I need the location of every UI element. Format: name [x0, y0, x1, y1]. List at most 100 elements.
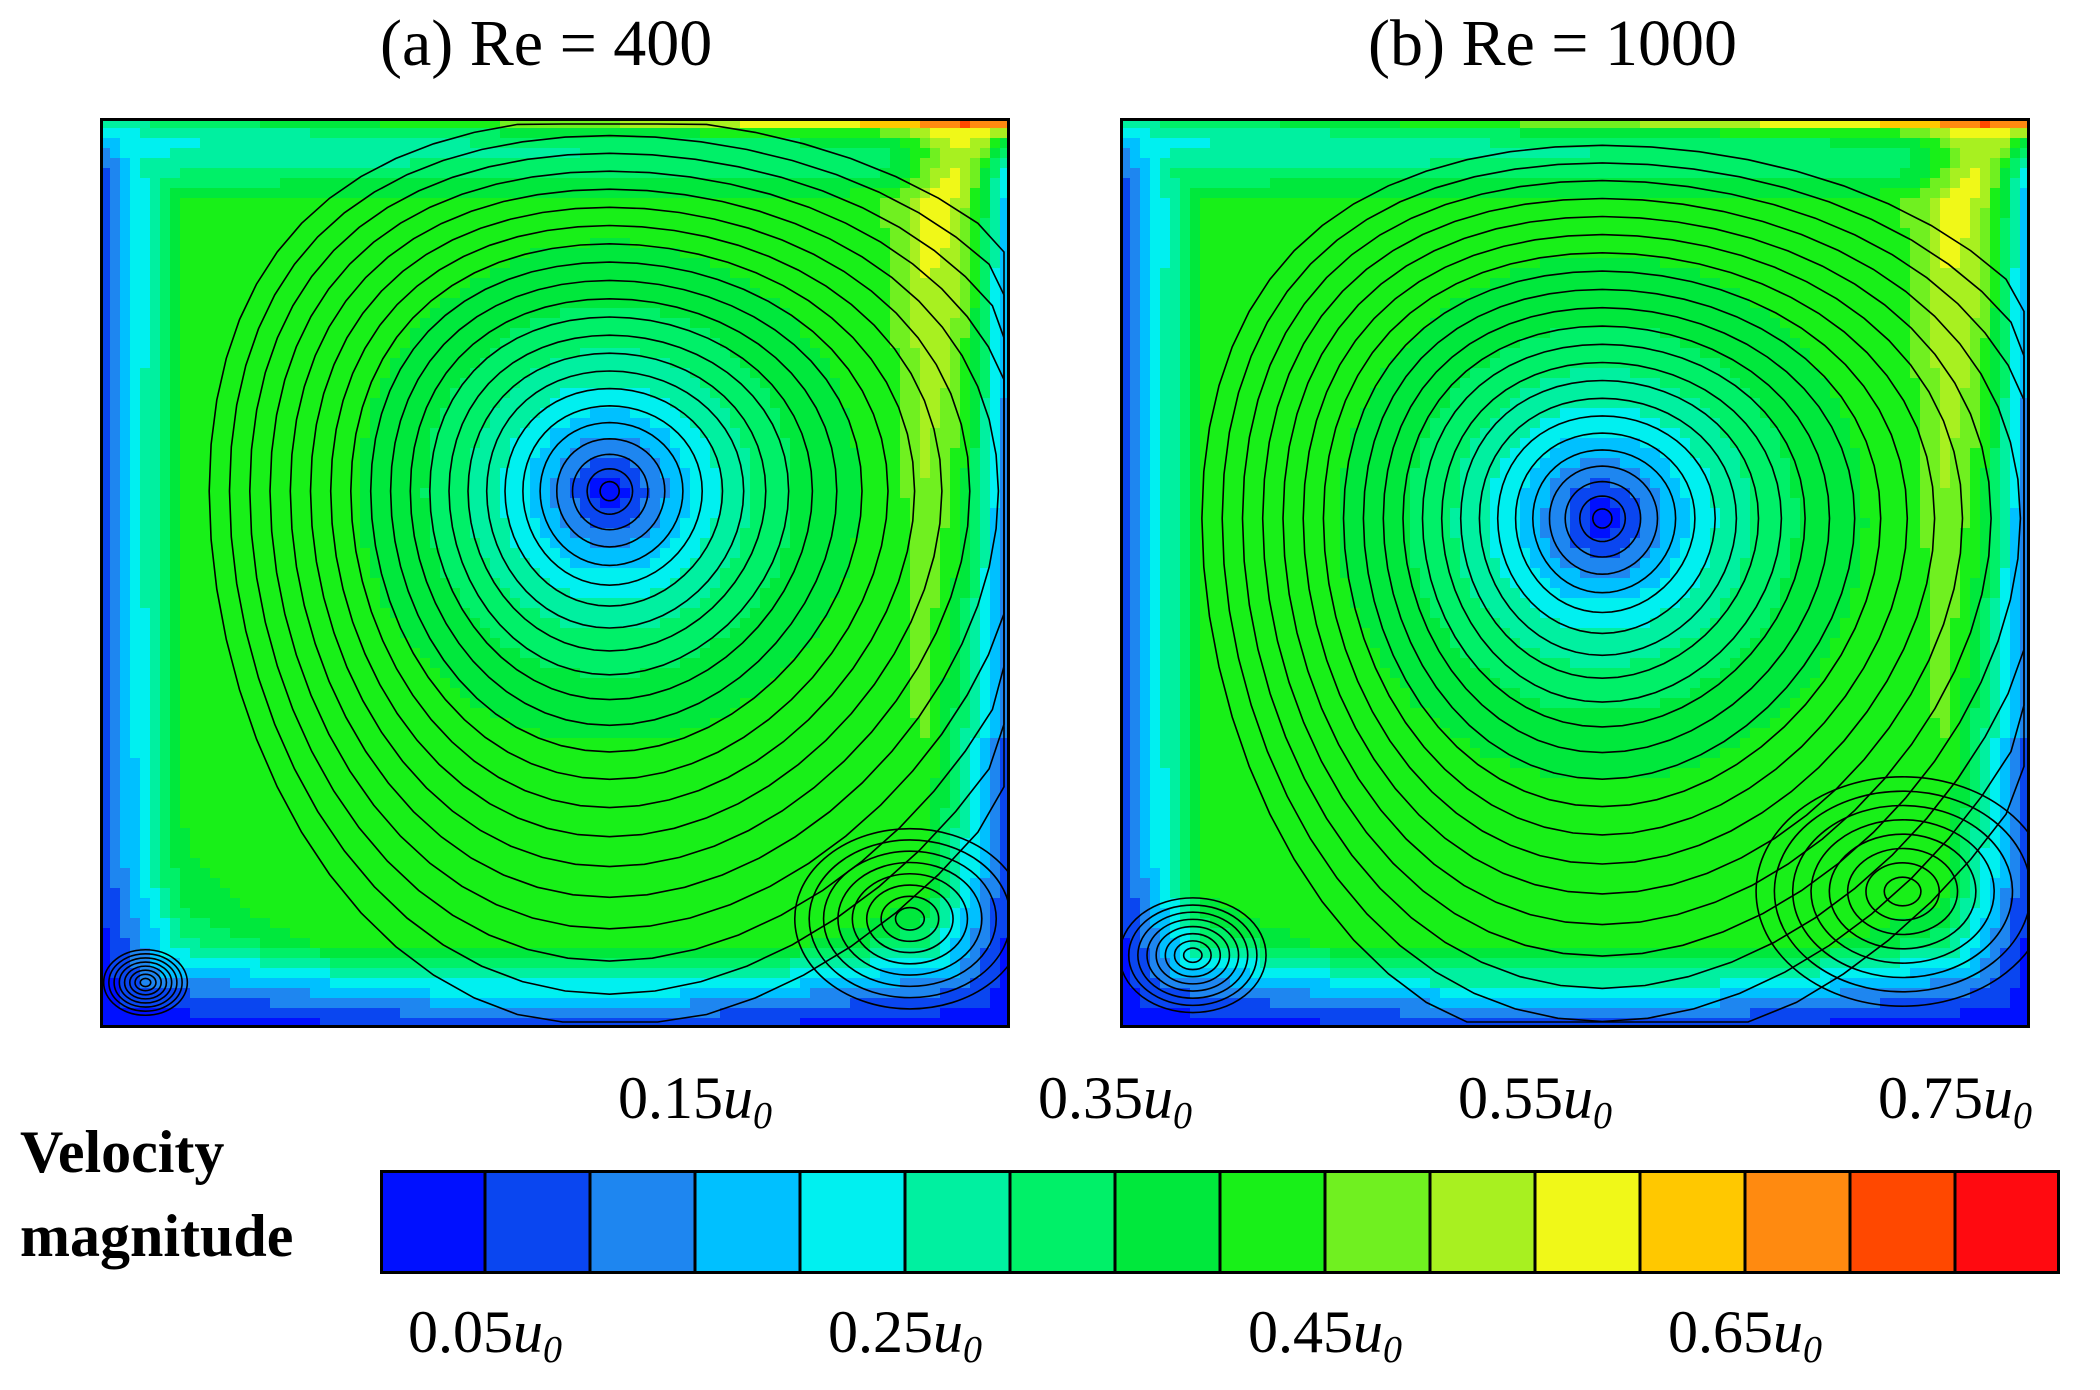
- field-cell: [220, 208, 231, 219]
- field-cell: [720, 458, 731, 469]
- field-cell: [680, 508, 691, 519]
- field-cell: [960, 188, 971, 199]
- field-cell: [530, 468, 541, 479]
- field-cell: [790, 428, 801, 439]
- field-cell: [120, 358, 131, 369]
- field-cell: [840, 278, 851, 289]
- field-cell: [800, 548, 811, 559]
- field-cell: [970, 338, 981, 349]
- field-cell: [610, 428, 621, 439]
- field-cell: [400, 148, 411, 159]
- field-cell: [980, 608, 991, 619]
- field-cell: [560, 608, 571, 619]
- field-cell: [110, 578, 121, 589]
- field-cell: [920, 488, 931, 499]
- field-cell: [740, 568, 751, 579]
- field-cell: [280, 448, 291, 459]
- field-cell: [630, 658, 641, 669]
- field-cell: [300, 158, 311, 169]
- field-cell: [130, 518, 141, 529]
- field-cell: [220, 588, 231, 599]
- field-cell: [650, 438, 661, 449]
- field-cell: [760, 458, 771, 469]
- field-cell: [180, 618, 191, 629]
- field-cell: [280, 658, 291, 669]
- field-cell: [600, 528, 611, 539]
- field-cell: [140, 138, 151, 149]
- field-cell: [760, 308, 771, 319]
- field-cell: [940, 398, 951, 409]
- field-cell: [460, 618, 471, 629]
- field-cell: [870, 498, 881, 509]
- field-cell: [260, 568, 271, 579]
- field-cell: [200, 628, 211, 639]
- field-cell: [330, 528, 341, 539]
- field-cell: [350, 558, 361, 569]
- field-cell: [140, 648, 151, 659]
- field-cell: [630, 338, 641, 349]
- field-cell: [700, 568, 711, 579]
- field-cell: [770, 438, 781, 449]
- field-cell: [230, 138, 241, 149]
- field-cell: [820, 448, 831, 459]
- field-cell: [870, 508, 881, 519]
- field-cell: [130, 218, 141, 229]
- field-cell: [450, 358, 461, 369]
- field-cell: [290, 448, 301, 459]
- field-cell: [810, 268, 821, 279]
- field-cell: [230, 378, 241, 389]
- field-cell: [520, 258, 531, 269]
- field-cell: [480, 458, 491, 469]
- field-cell: [170, 118, 181, 129]
- field-cell: [630, 238, 641, 249]
- field-cell: [300, 408, 311, 419]
- field-cell: [200, 558, 211, 569]
- field-cell: [630, 578, 641, 589]
- field-cell: [310, 498, 321, 509]
- field-cell: [440, 308, 451, 319]
- field-cell: [300, 318, 311, 329]
- field-cell: [510, 498, 521, 509]
- field-cell: [650, 398, 661, 409]
- field-cell: [280, 588, 291, 599]
- field-cell: [480, 308, 491, 319]
- field-cell: [650, 478, 661, 489]
- field-cell: [840, 598, 851, 609]
- field-cell: [260, 248, 271, 259]
- field-cell: [790, 648, 801, 659]
- field-cell: [810, 528, 821, 539]
- field-cell: [620, 248, 631, 259]
- field-cell: [690, 138, 701, 149]
- field-cell: [300, 428, 311, 439]
- field-cell: [650, 618, 661, 629]
- field-cell: [980, 578, 991, 589]
- field-cell: [650, 188, 661, 199]
- field-cell: [440, 528, 451, 539]
- field-cell: [560, 318, 571, 329]
- field-cell: [410, 608, 421, 619]
- field-cell: [300, 608, 311, 619]
- field-cell: [200, 578, 211, 589]
- field-cell: [440, 588, 451, 599]
- field-cell: [610, 368, 621, 379]
- field-cell: [930, 608, 941, 619]
- field-cell: [660, 478, 671, 489]
- field-cell: [450, 468, 461, 479]
- field-cell: [230, 508, 241, 519]
- field-cell: [890, 208, 901, 219]
- field-cell: [760, 588, 771, 599]
- field-cell: [340, 398, 351, 409]
- field-cell: [590, 528, 601, 539]
- field-cell: [910, 578, 921, 589]
- field-cell: [390, 338, 401, 349]
- field-cell: [150, 618, 161, 629]
- field-cell: [280, 538, 291, 549]
- field-cell: [260, 398, 271, 409]
- field-cell: [720, 158, 731, 169]
- field-cell: [800, 128, 811, 139]
- field-cell: [610, 528, 621, 539]
- field-cell: [800, 518, 811, 529]
- field-cell: [590, 438, 601, 449]
- field-cell: [930, 528, 941, 539]
- field-cell: [250, 128, 261, 139]
